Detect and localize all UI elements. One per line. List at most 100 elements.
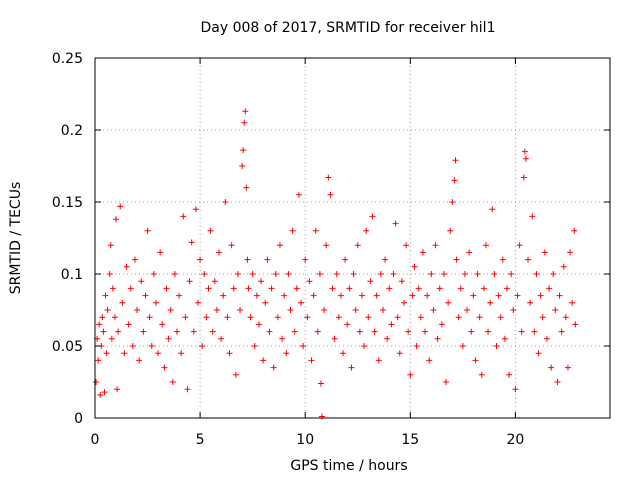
data-point [317,380,324,387]
data-point [438,321,445,328]
data-point [178,350,185,357]
data-point [504,285,510,292]
data-point [312,227,319,234]
data-point [329,285,336,292]
data-point [129,343,136,349]
data-point [203,314,210,321]
axis-ticks [94,57,610,419]
data-point [213,307,220,313]
x-tick-label: 5 [196,432,205,448]
data-point [449,199,456,205]
data-point [352,307,359,313]
data-point [554,379,561,385]
data-point [506,371,513,378]
data-point [197,256,204,263]
data-point [96,321,103,328]
data-point [422,328,429,335]
data-point [152,299,159,306]
data-point [453,256,460,263]
data-point [464,307,471,313]
data-point [104,307,111,313]
data-point [319,413,326,420]
y-axis-title: SRMTID / TECUs [8,182,24,295]
data-point [323,242,330,249]
data-point [103,350,110,357]
data-point [146,314,153,321]
data-point [125,321,132,328]
data-point [182,314,189,321]
data-point [253,292,260,299]
data-point [325,174,332,181]
data-point [541,249,548,256]
data-point [140,328,147,335]
data-point [228,242,235,249]
data-point [260,357,267,364]
data-point [279,335,286,342]
data-point [340,350,347,357]
data-point [113,216,120,223]
data-point [163,285,170,292]
data-point [572,321,579,328]
data-point [220,292,227,299]
data-point [436,285,443,292]
data-point [102,292,109,299]
data-point [508,271,515,277]
y-tick-label: 0.25 [52,51,83,67]
data-point [291,328,298,335]
data-point [485,328,492,335]
data-point [373,292,380,299]
data-point [569,299,576,306]
data-point [119,299,126,306]
data-point [101,389,108,396]
data-point [560,263,567,270]
data-point [452,157,459,164]
data-point [390,271,397,277]
data-point [314,328,321,335]
data-point [396,350,403,357]
data-point [237,307,244,313]
data-point [272,271,279,277]
data-point [117,203,124,210]
data-point [567,249,574,256]
data-point [571,227,578,234]
data-point [470,292,477,299]
data-point [230,285,237,292]
data-point [489,206,496,213]
data-point [239,163,246,169]
data-point [138,278,145,285]
data-point [337,292,344,299]
data-point [384,335,391,342]
data-point [516,242,523,249]
data-point [240,147,247,154]
data-point [548,364,555,371]
data-point [333,271,340,277]
data-point [447,227,454,234]
data-point [115,328,122,335]
data-point [424,292,431,299]
data-point [533,271,540,277]
data-point [108,335,115,342]
data-point [401,299,407,306]
data-point [150,271,157,277]
data-point [251,343,258,349]
x-tick-label: 10 [296,432,314,448]
data-point [459,343,466,349]
data-point [537,292,544,299]
data-point [111,314,118,321]
data-point [426,357,433,364]
data-point [348,364,355,371]
data-point [546,285,553,292]
data-points [93,108,579,420]
data-point [428,271,435,277]
data-point [392,220,399,227]
data-point [552,307,559,313]
data-point [298,299,304,306]
y-tick-label: 0.1 [61,267,83,283]
data-point [476,314,483,321]
data-point [262,299,269,306]
data-point [270,364,277,371]
data-point [451,177,458,184]
data-point [127,285,134,292]
data-point [321,307,328,313]
